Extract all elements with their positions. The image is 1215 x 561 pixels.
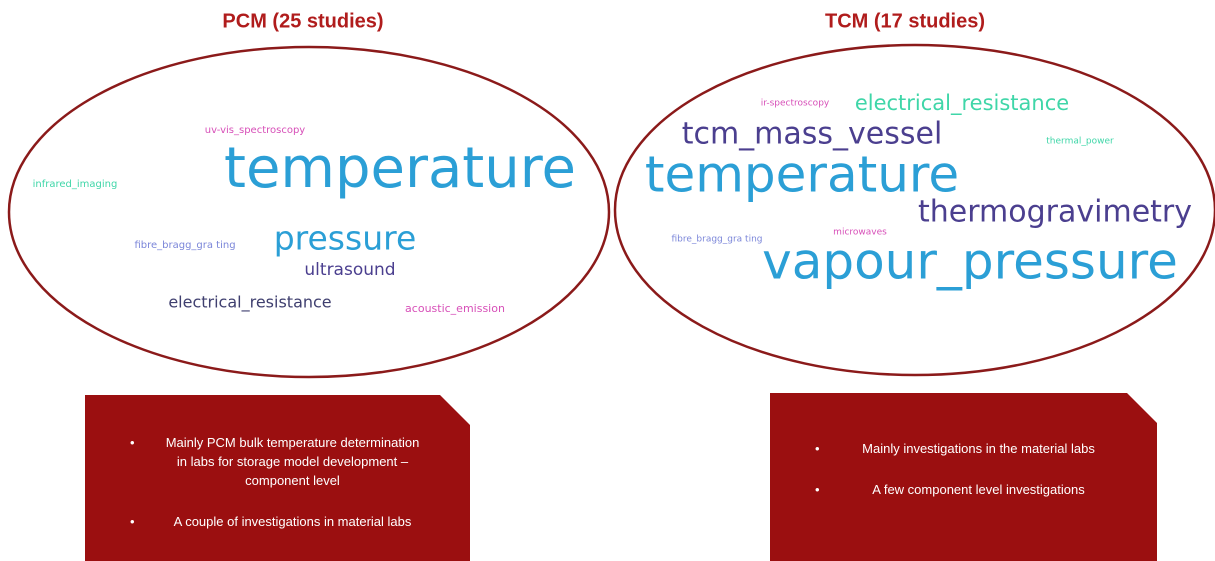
cloud-word: fibre_bragg_gra ting — [134, 240, 235, 251]
bullet: Mainly investigations in the material la… — [815, 439, 1112, 458]
panel-title: TCM (17 studies) — [825, 10, 985, 32]
cloud-word: microwaves — [833, 228, 887, 238]
bullet: A couple of investigations in material l… — [130, 512, 425, 531]
summary-box: Mainly PCM bulk temperature determinatio… — [85, 395, 470, 561]
bullet: A few component level investigations — [815, 480, 1112, 499]
cloud-word: thermogravimetry — [918, 195, 1192, 230]
cloud-outline — [7, 45, 611, 379]
cloud-outline — [613, 43, 1215, 377]
cloud-word: electrical_resistance — [168, 293, 331, 313]
cloud-word: electrical_resistance — [855, 91, 1069, 116]
cloud-word: infrared_imaging — [33, 179, 118, 190]
cloud-word: fibre_bragg_gra ting — [671, 235, 762, 245]
cloud-word: ir-spectroscopy — [761, 99, 830, 109]
summary-box: Mainly investigations in the material la… — [770, 393, 1157, 561]
bullet-list: Mainly investigations in the material la… — [815, 439, 1112, 499]
cloud-word: pressure — [274, 219, 417, 258]
cloud-word: vapour_pressure — [762, 233, 1178, 291]
cloud-word: thermal_power — [1046, 137, 1114, 147]
cloud-word: temperature — [645, 146, 959, 204]
bullet: Mainly PCM bulk temperature determinatio… — [130, 433, 425, 490]
cloud-word: ultrasound — [304, 260, 395, 280]
cloud-word: uv-vis_spectroscopy — [205, 125, 306, 136]
cloud-word: tcm_mass_vessel — [682, 117, 943, 152]
cloud-word: temperature — [224, 136, 576, 201]
panel-title: PCM (25 studies) — [222, 10, 383, 32]
cloud-word: acoustic_emission — [405, 302, 505, 315]
bullet-list: Mainly PCM bulk temperature determinatio… — [130, 433, 425, 531]
